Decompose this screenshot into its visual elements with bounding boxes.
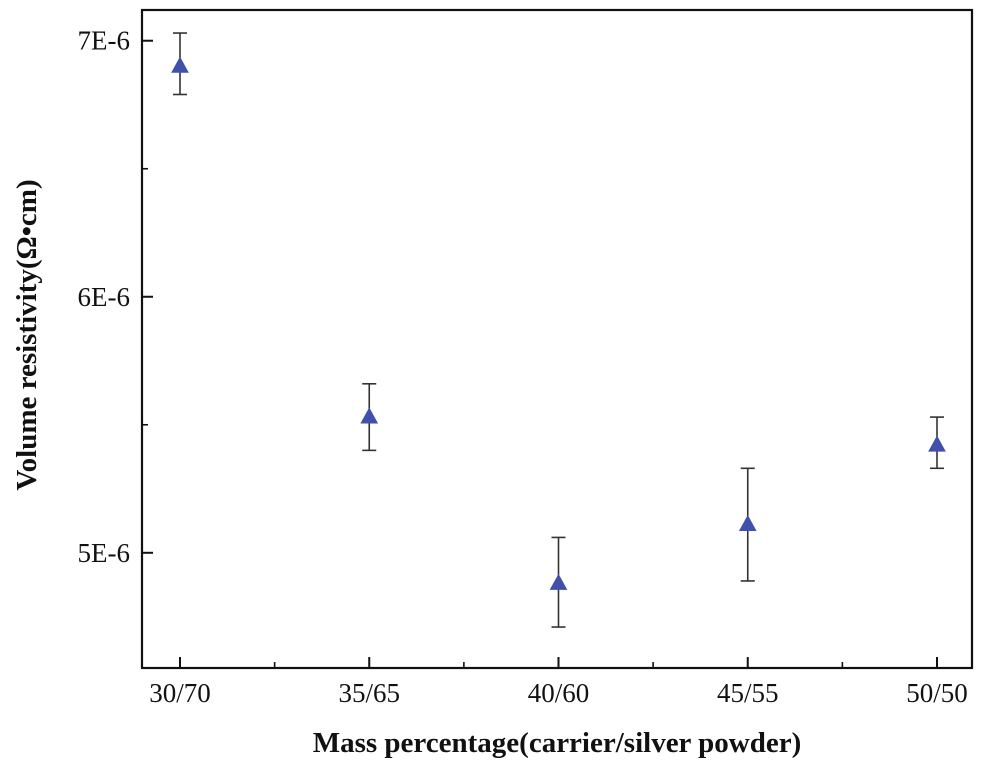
x-axis-title: Mass percentage(carrier/silver powder) [313,727,802,759]
data-point-triangle [549,573,568,590]
x-tick-label: 45/55 [717,678,779,708]
x-tick-label: 50/50 [906,678,968,708]
data-point-triangle [171,56,189,73]
y-tick-label: 7E-6 [78,26,130,56]
data-point-triangle [738,514,757,532]
x-tick-label: 40/60 [528,678,590,708]
data-point-triangle [928,435,946,452]
data-point-triangle [360,407,379,424]
y-tick-label: 5E-6 [78,538,130,568]
y-axis-title: Volume resistivity(Ω•cm) [11,179,43,490]
x-tick-label: 30/70 [149,678,211,708]
x-tick-label: 35/65 [338,678,400,708]
plot-frame [140,8,974,670]
y-tick-label: 6E-6 [78,282,130,312]
